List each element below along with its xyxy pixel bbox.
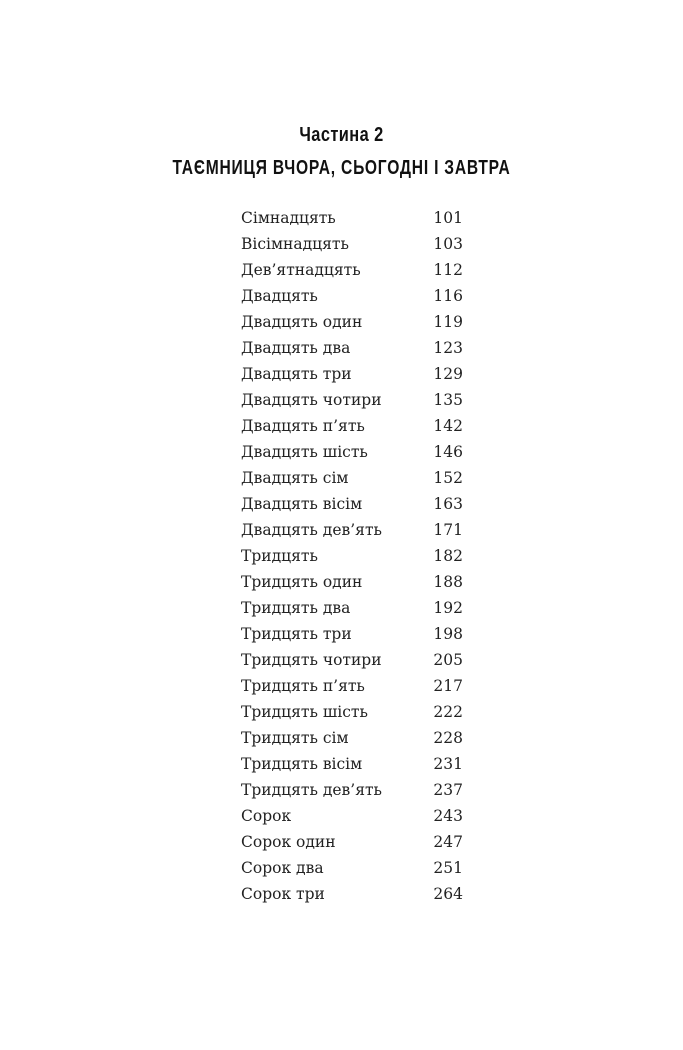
- toc-entry-page: 247: [433, 833, 463, 851]
- toc-entry-title: Сорок один: [241, 833, 336, 851]
- toc-entry-page: 264: [433, 885, 463, 903]
- toc-entry-page: 251: [433, 859, 463, 877]
- toc-entry-title: Сорок: [241, 807, 292, 825]
- toc-entry-title: Двадцять чотири: [241, 391, 382, 409]
- toc-entry[interactable]: Двадцять дев’ять 171: [241, 517, 463, 543]
- toc-entry-title: Двадцять вісім: [241, 495, 363, 513]
- toc-entry-title: Дев’ятнадцять: [241, 261, 361, 279]
- toc-entry[interactable]: Тридцять 182: [241, 543, 463, 569]
- toc-entry-title: Тридцять дев’ять: [241, 781, 382, 799]
- toc-entry-page: 152: [433, 469, 463, 487]
- part-title: ТАЄМНИЦЯ ВЧОРА, СЬОГОДНІ І ЗАВТРА: [172, 157, 511, 179]
- toc-entry-title: Тридцять п’ять: [241, 677, 365, 695]
- toc-entry[interactable]: Двадцять чотири 135: [241, 387, 463, 413]
- toc-entry-title: Двадцять: [241, 287, 318, 305]
- toc-entry[interactable]: Тридцять шість 222: [241, 699, 463, 725]
- toc-entry[interactable]: Двадцять вісім 163: [241, 491, 463, 517]
- toc-entry-title: Тридцять вісім: [241, 755, 363, 773]
- toc-entry-title: Тридцять шість: [241, 703, 368, 721]
- toc-entry-page: 135: [433, 391, 463, 409]
- table-of-contents: Сімнадцять 101 Вісімнадцять 103 Дев’ятнадцят…: [241, 205, 463, 907]
- toc-entry-title: Двадцять сім: [241, 469, 349, 487]
- toc-entry-title: Тридцять два: [241, 599, 351, 617]
- toc-entry-title: Тридцять три: [241, 625, 352, 643]
- toc-entry-page: 182: [433, 547, 463, 565]
- toc-entry-title: Двадцять шість: [241, 443, 368, 461]
- toc-entry-page: 222: [433, 703, 463, 721]
- toc-entry-title: Тридцять: [241, 547, 318, 565]
- toc-entry-title: Тридцять один: [241, 573, 363, 591]
- toc-entry-page: 123: [433, 339, 463, 357]
- toc-entry-page: 116: [433, 287, 463, 305]
- toc-entry[interactable]: Двадцять один 119: [241, 309, 463, 335]
- toc-entry[interactable]: Тридцять чотири 205: [241, 647, 463, 673]
- toc-entry[interactable]: Сорок два 251: [241, 855, 463, 881]
- toc-entry[interactable]: Сорок три 264: [241, 881, 463, 907]
- toc-entry[interactable]: Тридцять п’ять 217: [241, 673, 463, 699]
- toc-entry-page: 101: [433, 209, 463, 227]
- toc-entry-title: Двадцять дев’ять: [241, 521, 382, 539]
- toc-entry-page: 146: [433, 443, 463, 461]
- toc-entry-page: 228: [433, 729, 463, 747]
- toc-entry-page: 171: [433, 521, 463, 539]
- toc-entry-title: Двадцять один: [241, 313, 363, 331]
- toc-entry-page: 188: [433, 573, 463, 591]
- toc-entry-title: Двадцять п’ять: [241, 417, 365, 435]
- toc-entry-page: 119: [433, 313, 463, 331]
- toc-entry[interactable]: Тридцять вісім 231: [241, 751, 463, 777]
- toc-entry-page: 205: [433, 651, 463, 669]
- toc-entry-title: Двадцять три: [241, 365, 352, 383]
- toc-entry-page: 163: [433, 495, 463, 513]
- toc-entry[interactable]: Двадцять 116: [241, 283, 463, 309]
- toc-entry[interactable]: Тридцять три 198: [241, 621, 463, 647]
- toc-entry[interactable]: Тридцять дев’ять 237: [241, 777, 463, 803]
- toc-entry-page: 243: [433, 807, 463, 825]
- toc-entry-page: 217: [433, 677, 463, 695]
- toc-entry-title: Сімнадцять: [241, 209, 336, 227]
- toc-entry-title: Тридцять сім: [241, 729, 349, 747]
- toc-entry-page: 112: [433, 261, 463, 279]
- toc-entry[interactable]: Тридцять один 188: [241, 569, 463, 595]
- toc-entry[interactable]: Двадцять три 129: [241, 361, 463, 387]
- toc-entry[interactable]: Сорок один 247: [241, 829, 463, 855]
- part-label: Частина 2: [299, 124, 384, 146]
- toc-entry[interactable]: Сімнадцять 101: [241, 205, 463, 231]
- toc-entry[interactable]: Тридцять сім 228: [241, 725, 463, 751]
- toc-entry[interactable]: Двадцять сім 152: [241, 465, 463, 491]
- toc-entry-page: 103: [433, 235, 463, 253]
- toc-entry-page: 129: [433, 365, 463, 383]
- toc-entry-title: Тридцять чотири: [241, 651, 382, 669]
- toc-entry[interactable]: Двадцять шість 146: [241, 439, 463, 465]
- toc-entry-title: Сорок два: [241, 859, 324, 877]
- toc-entry-page: 192: [433, 599, 463, 617]
- toc-entry[interactable]: Вісімнадцять 103: [241, 231, 463, 257]
- toc-entry-title: Двадцять два: [241, 339, 351, 357]
- toc-entry-title: Сорок три: [241, 885, 325, 903]
- toc-entry-page: 231: [433, 755, 463, 773]
- toc-entry-title: Вісімнадцять: [241, 235, 349, 253]
- toc-entry[interactable]: Двадцять два 123: [241, 335, 463, 361]
- toc-entry-page: 142: [433, 417, 463, 435]
- toc-entry-page: 237: [433, 781, 463, 799]
- toc-entry[interactable]: Двадцять п’ять 142: [241, 413, 463, 439]
- toc-entry[interactable]: Тридцять два 192: [241, 595, 463, 621]
- toc-entry[interactable]: Дев’ятнадцять 112: [241, 257, 463, 283]
- toc-entry[interactable]: Сорок 243: [241, 803, 463, 829]
- toc-entry-page: 198: [433, 625, 463, 643]
